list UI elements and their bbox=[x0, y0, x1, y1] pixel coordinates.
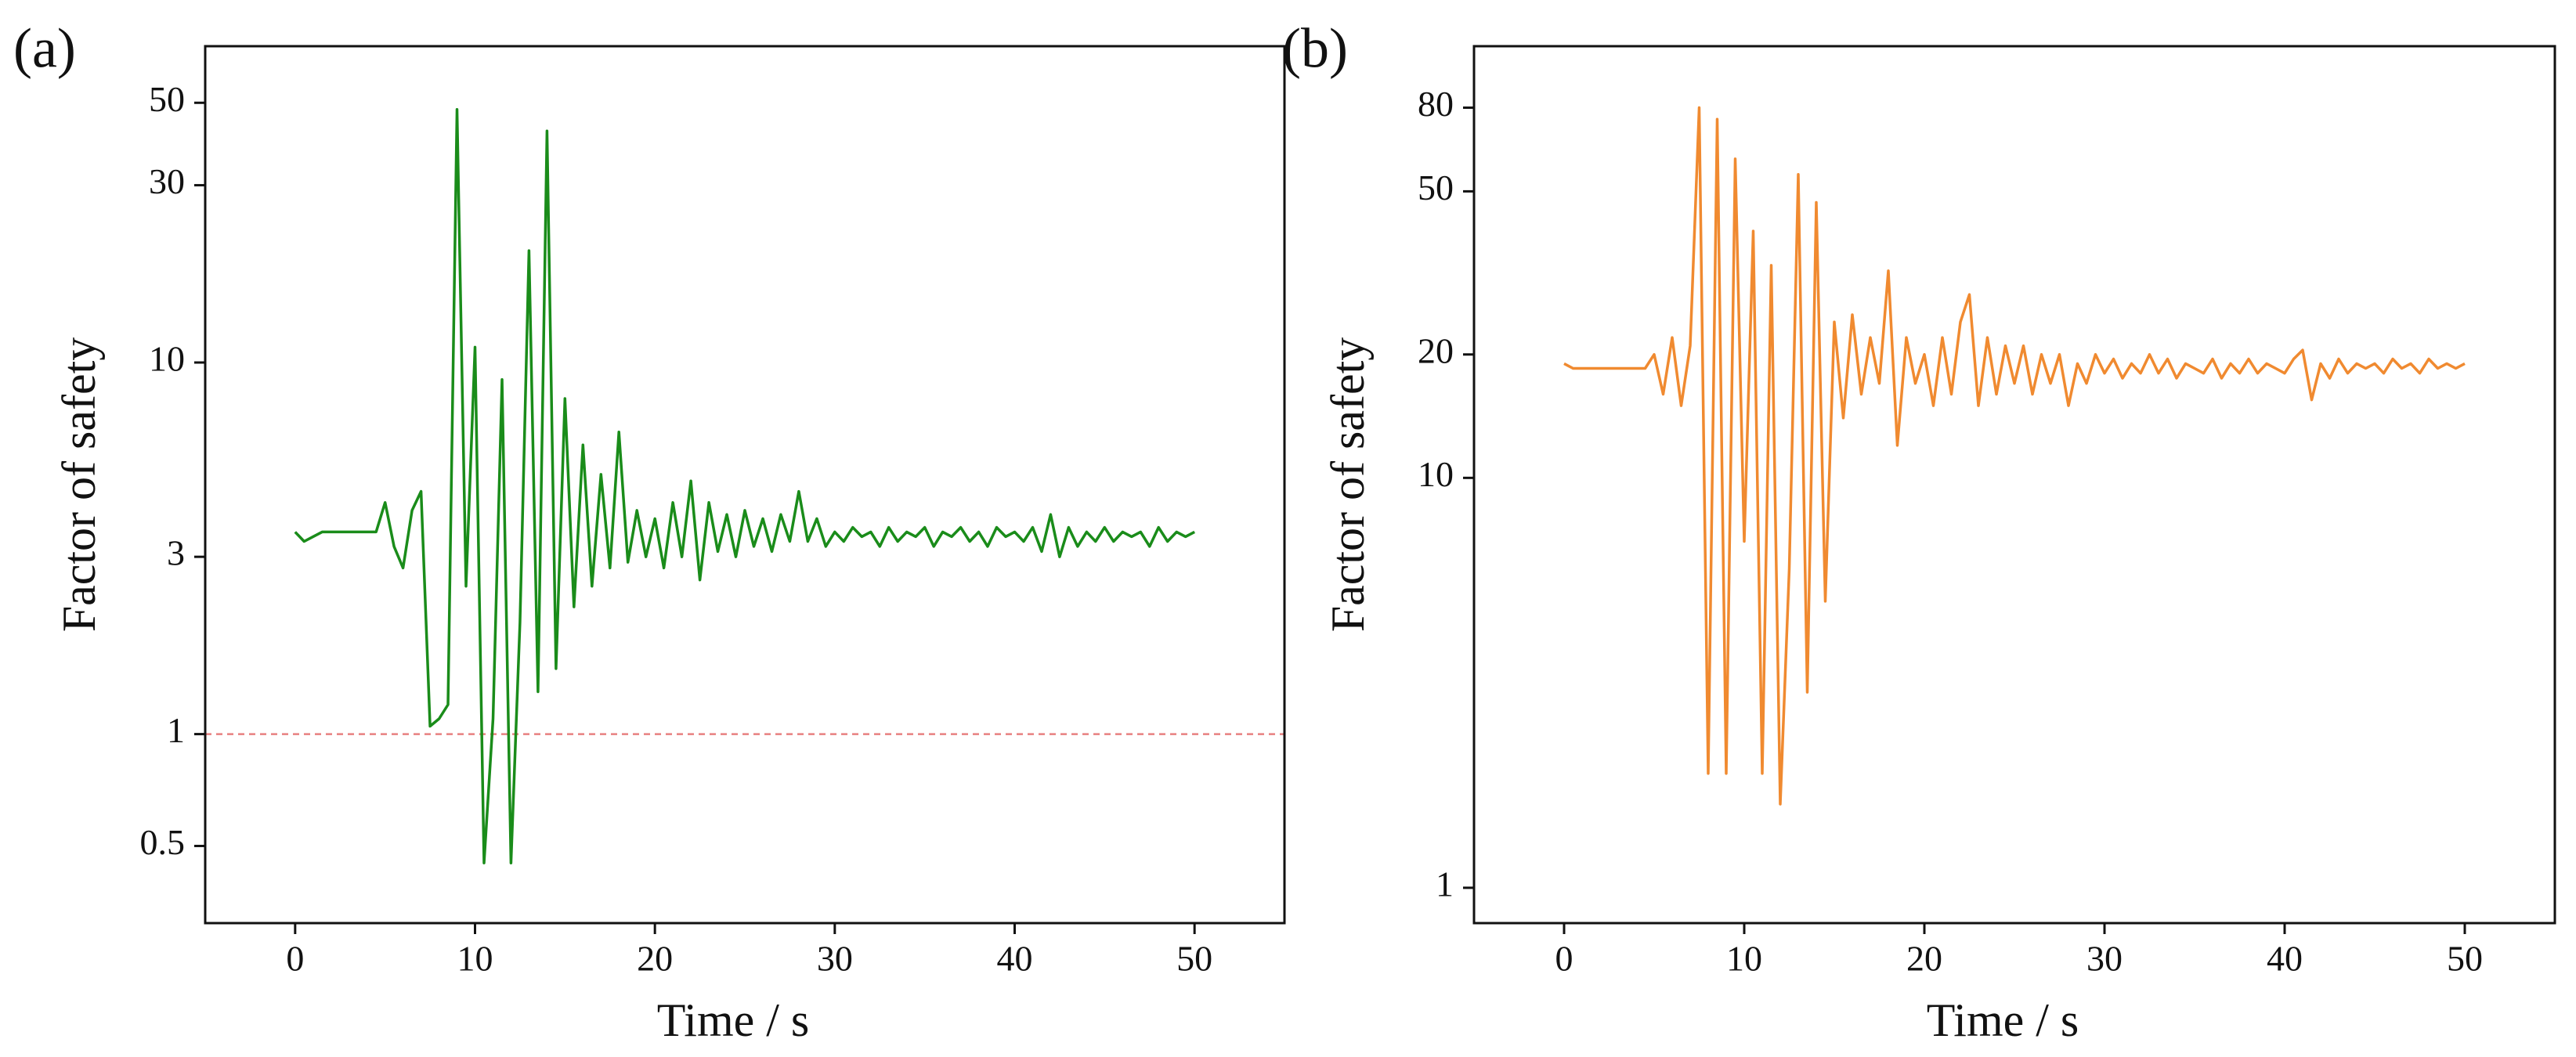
x-tick-label: 0 bbox=[286, 939, 304, 979]
y-tick-label: 80 bbox=[1418, 84, 1454, 124]
x-tick-label: 40 bbox=[2267, 939, 2303, 979]
x-tick-label: 50 bbox=[2447, 939, 2483, 979]
panel-label: (a) bbox=[13, 17, 76, 80]
x-tick-label: 10 bbox=[457, 939, 493, 979]
y-tick-label: 10 bbox=[1418, 454, 1454, 494]
x-axis-label: Time / s bbox=[1927, 994, 2079, 1046]
x-tick-label: 30 bbox=[817, 939, 853, 979]
y-axis-label: Factor of safety bbox=[1322, 337, 1374, 633]
y-tick-label: 30 bbox=[149, 161, 185, 201]
x-tick-label: 30 bbox=[2086, 939, 2123, 979]
x-tick-label: 20 bbox=[1906, 939, 1942, 979]
x-tick-label: 50 bbox=[1176, 939, 1212, 979]
x-tick-label: 40 bbox=[997, 939, 1033, 979]
y-tick-label: 0.5 bbox=[140, 822, 186, 862]
y-tick-label: 50 bbox=[1418, 168, 1454, 207]
plot-frame bbox=[204, 45, 1286, 925]
data-line bbox=[1563, 106, 2466, 806]
y-tick-label: 3 bbox=[167, 533, 185, 573]
y-tick-label: 20 bbox=[1418, 330, 1454, 370]
y-tick-label: 1 bbox=[1436, 864, 1454, 904]
y-axis-label: Factor of safety bbox=[53, 337, 105, 633]
plot-frame bbox=[1472, 45, 2556, 925]
panel-label: (b) bbox=[1282, 17, 1348, 80]
data-line bbox=[294, 107, 1196, 864]
y-tick-label: 1 bbox=[167, 710, 185, 750]
y-tick-label: 50 bbox=[149, 79, 185, 119]
x-tick-label: 10 bbox=[1726, 939, 1762, 979]
x-axis-label: Time / s bbox=[657, 994, 810, 1046]
x-tick-label: 20 bbox=[637, 939, 673, 979]
y-tick-label: 10 bbox=[149, 339, 185, 379]
x-tick-label: 0 bbox=[1555, 939, 1573, 979]
